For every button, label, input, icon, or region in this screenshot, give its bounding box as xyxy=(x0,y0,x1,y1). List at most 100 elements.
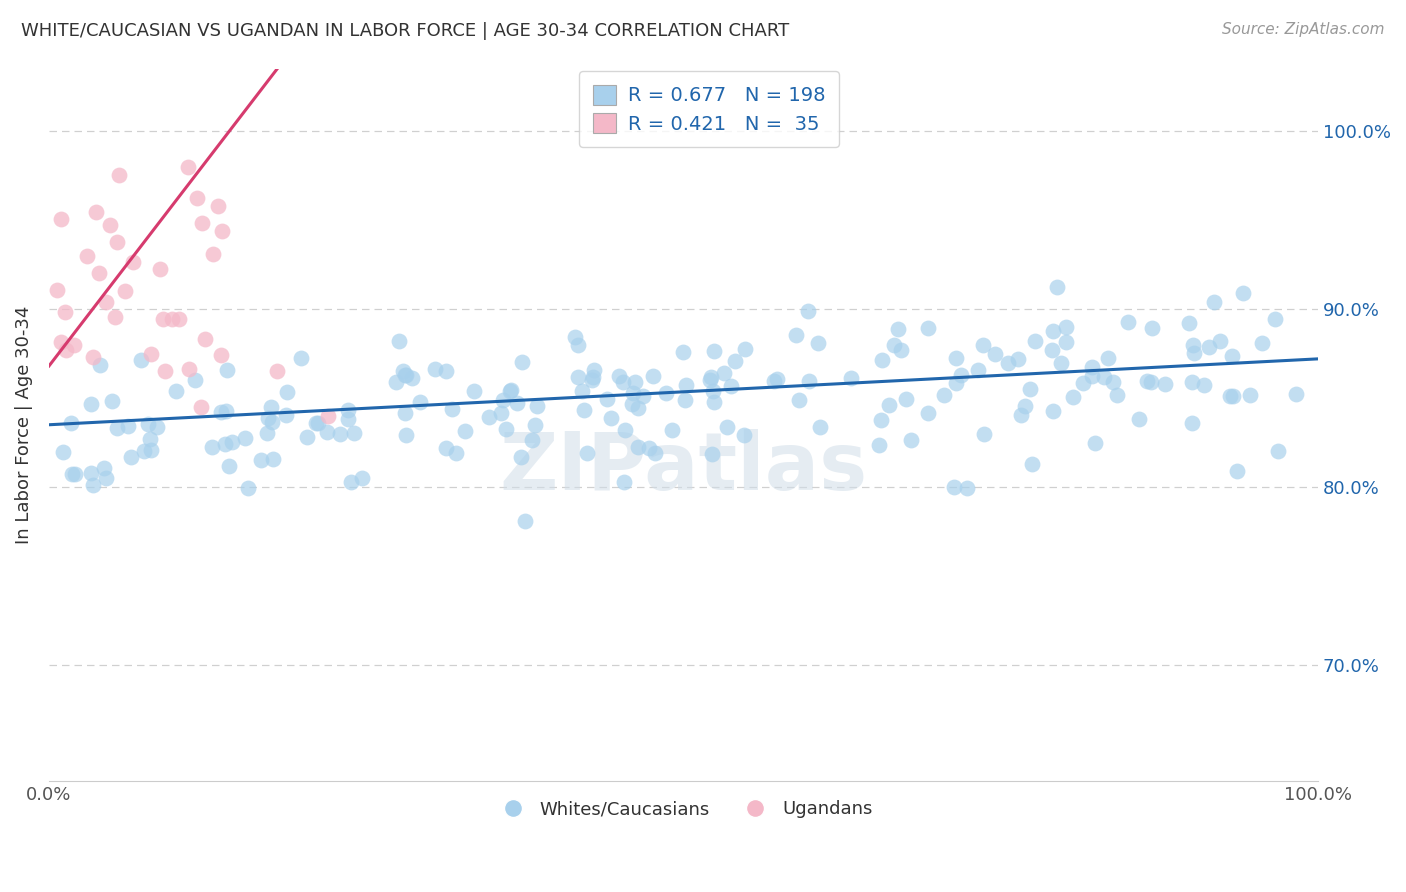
Point xyxy=(607,369,630,384)
Point xyxy=(1136,374,1159,388)
Point xyxy=(45,283,67,297)
Point xyxy=(129,353,152,368)
Point xyxy=(76,248,98,262)
Point xyxy=(89,359,111,373)
Point xyxy=(297,429,319,443)
Point xyxy=(201,440,224,454)
Point xyxy=(797,374,820,388)
Point xyxy=(276,384,298,399)
Point xyxy=(454,424,477,438)
Point xyxy=(256,425,278,440)
Point xyxy=(160,312,183,326)
Point xyxy=(186,191,208,205)
Point xyxy=(1042,324,1064,338)
Point xyxy=(117,418,139,433)
Point xyxy=(1140,321,1163,335)
Point xyxy=(655,386,678,401)
Point xyxy=(98,218,121,232)
Point xyxy=(896,392,918,407)
Point xyxy=(1226,464,1249,478)
Point xyxy=(1267,444,1289,458)
Point xyxy=(700,447,723,461)
Point xyxy=(1181,416,1204,430)
Point xyxy=(260,415,283,429)
Y-axis label: In Labor Force | Age 30-34: In Labor Force | Age 30-34 xyxy=(15,306,32,544)
Point xyxy=(582,370,605,384)
Point xyxy=(1154,376,1177,391)
Point xyxy=(623,375,645,389)
Point xyxy=(868,437,890,451)
Point xyxy=(155,364,177,378)
Point xyxy=(1046,280,1069,294)
Point xyxy=(82,478,104,492)
Point xyxy=(700,369,723,384)
Point xyxy=(120,450,142,465)
Point xyxy=(900,433,922,447)
Point xyxy=(63,337,86,351)
Point xyxy=(434,441,457,455)
Point xyxy=(395,428,418,442)
Point xyxy=(1220,350,1243,364)
Point xyxy=(883,337,905,351)
Point xyxy=(337,403,360,417)
Point xyxy=(132,443,155,458)
Point xyxy=(93,461,115,475)
Point xyxy=(1097,351,1119,366)
Point xyxy=(82,350,104,364)
Point xyxy=(165,384,187,399)
Point xyxy=(672,345,695,359)
Point xyxy=(984,347,1007,361)
Point xyxy=(644,446,666,460)
Point xyxy=(967,362,990,376)
Point xyxy=(917,320,939,334)
Point xyxy=(1209,334,1232,348)
Point xyxy=(55,343,77,358)
Point xyxy=(1239,388,1261,402)
Point xyxy=(1040,343,1063,358)
Point xyxy=(1222,389,1244,403)
Point xyxy=(149,261,172,276)
Point xyxy=(221,435,243,450)
Point xyxy=(1204,294,1226,309)
Point xyxy=(1021,457,1043,471)
Point xyxy=(478,409,501,424)
Point xyxy=(190,400,212,414)
Point xyxy=(491,392,513,407)
Point xyxy=(167,311,190,326)
Point xyxy=(576,446,599,460)
Point xyxy=(1182,338,1205,352)
Point xyxy=(972,338,994,352)
Point xyxy=(1050,356,1073,370)
Point xyxy=(394,406,416,420)
Point xyxy=(262,452,284,467)
Point xyxy=(807,335,830,350)
Point xyxy=(917,406,939,420)
Point xyxy=(194,332,217,346)
Point xyxy=(108,168,131,182)
Point xyxy=(870,353,893,368)
Point xyxy=(581,373,603,387)
Point xyxy=(1105,388,1128,402)
Point xyxy=(765,372,787,386)
Point xyxy=(1182,346,1205,360)
Point xyxy=(52,444,75,458)
Point xyxy=(808,419,831,434)
Point xyxy=(49,334,72,349)
Point xyxy=(250,453,273,467)
Point xyxy=(762,374,785,388)
Point xyxy=(89,267,111,281)
Point xyxy=(787,393,810,408)
Point xyxy=(574,403,596,417)
Point xyxy=(870,413,893,427)
Point xyxy=(1024,334,1046,349)
Point xyxy=(337,411,360,425)
Point xyxy=(63,467,86,481)
Point xyxy=(80,466,103,480)
Point xyxy=(621,386,644,401)
Point xyxy=(956,481,979,495)
Point xyxy=(215,404,238,418)
Point xyxy=(661,423,683,437)
Point xyxy=(1092,369,1115,384)
Point xyxy=(316,425,339,440)
Point xyxy=(797,303,820,318)
